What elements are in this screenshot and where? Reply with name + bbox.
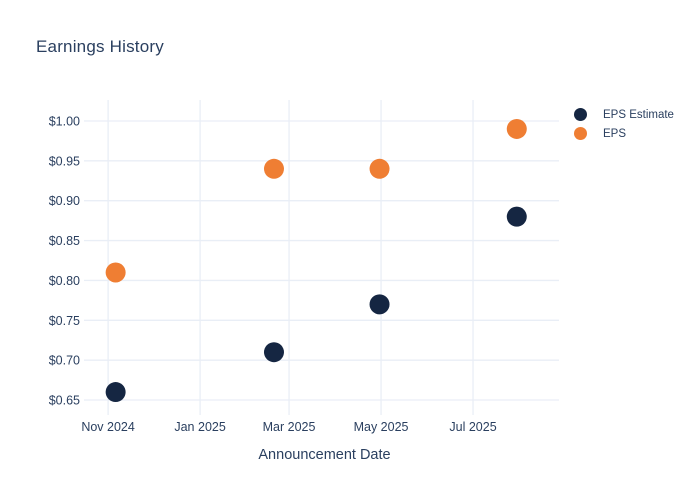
data-point-eps-estimate[interactable] xyxy=(506,206,527,227)
data-point-eps[interactable] xyxy=(263,158,284,179)
y-tick-label: $0.90 xyxy=(49,194,80,208)
y-tick-label: $0.70 xyxy=(49,354,80,368)
data-point-eps[interactable] xyxy=(369,158,390,179)
x-axis-title: Announcement Date xyxy=(258,447,391,463)
legend-marker-icon xyxy=(574,108,587,121)
data-point-eps-estimate[interactable] xyxy=(105,382,126,403)
y-tick-label: $0.65 xyxy=(49,394,80,408)
x-tick-label: May 2025 xyxy=(354,420,409,434)
legend-item-eps[interactable]: EPS xyxy=(574,124,674,143)
y-tick-label: $0.85 xyxy=(49,234,80,248)
data-point-eps[interactable] xyxy=(105,262,126,283)
legend: EPS Estimate EPS xyxy=(574,105,674,143)
x-tick-label: Jul 2025 xyxy=(449,420,496,434)
chart-title: Earnings History xyxy=(36,37,164,56)
data-point-eps-estimate[interactable] xyxy=(369,294,390,315)
legend-label: EPS Estimate xyxy=(603,108,674,121)
y-tick-label: $1.00 xyxy=(49,114,80,128)
x-tick-label: Mar 2025 xyxy=(263,420,316,434)
data-point-eps[interactable] xyxy=(506,118,527,139)
data-point-eps-estimate[interactable] xyxy=(263,342,284,363)
y-tick-label: $0.95 xyxy=(49,154,80,168)
x-tick-label: Nov 2024 xyxy=(81,420,135,434)
x-tick-label: Jan 2025 xyxy=(174,420,225,434)
legend-marker-icon xyxy=(574,127,587,140)
legend-item-eps-estimate[interactable]: EPS Estimate xyxy=(574,105,674,124)
y-tick-label: $0.80 xyxy=(49,274,80,288)
legend-label: EPS xyxy=(603,127,627,140)
y-tick-label: $0.75 xyxy=(49,314,80,328)
